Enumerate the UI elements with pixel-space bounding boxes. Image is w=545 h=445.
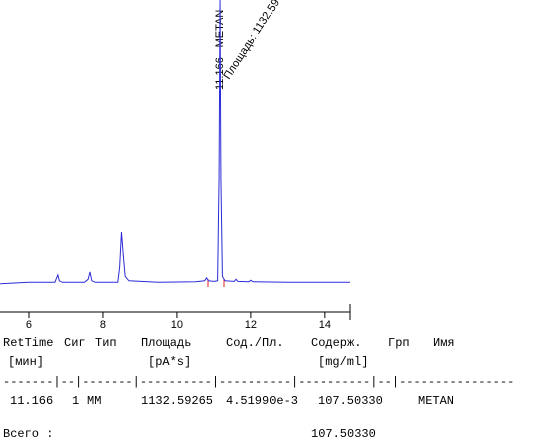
- table-cell: 1132.59265: [141, 394, 213, 408]
- table-cell: 1: [72, 394, 79, 408]
- x-tick-label: 10: [171, 319, 183, 331]
- column-unit: [мин]: [8, 355, 44, 369]
- column-unit: [pA*s]: [148, 355, 191, 369]
- x-tick-label: 12: [245, 319, 257, 331]
- column-unit: [mg/ml]: [318, 355, 368, 369]
- table-cell: 11.166: [10, 394, 53, 408]
- separator: -------|--|-------|----------|----------…: [3, 375, 514, 389]
- column-header: Сод./Пл.: [226, 336, 284, 350]
- total-value: 107.50330: [311, 427, 376, 441]
- x-tick-label: 8: [100, 319, 106, 331]
- table-cell: METAN: [418, 394, 454, 408]
- x-tick-label: 6: [26, 319, 32, 331]
- x-tick-label: 14: [319, 319, 331, 331]
- total-label: Всего :: [3, 427, 53, 441]
- column-header: Грп: [388, 336, 410, 350]
- column-header: Тип: [95, 336, 117, 350]
- table-cell: MM: [87, 394, 101, 408]
- column-header: Содерж.: [311, 336, 361, 350]
- trace: [0, 0, 350, 285]
- table-cell: 4.51990e-3: [226, 394, 298, 408]
- column-header: Сиг: [64, 336, 86, 350]
- column-header: RetTime: [3, 336, 53, 350]
- area-label: Площадь: 1132.59: [221, 0, 282, 82]
- column-header: Площадь: [141, 336, 191, 350]
- column-header: Имя: [433, 336, 455, 350]
- table-cell: 107.50330: [318, 394, 383, 408]
